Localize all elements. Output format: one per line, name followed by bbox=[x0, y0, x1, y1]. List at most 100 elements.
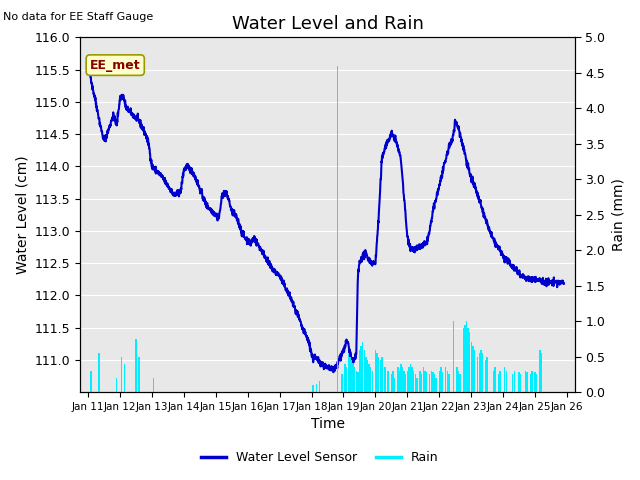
Bar bbox=[380, 360, 381, 392]
Bar bbox=[536, 374, 538, 392]
Bar bbox=[458, 371, 459, 392]
Bar bbox=[432, 372, 434, 392]
Bar bbox=[512, 374, 513, 392]
Bar bbox=[424, 371, 426, 392]
Bar bbox=[378, 357, 380, 392]
Bar bbox=[485, 360, 486, 392]
Text: EE_met: EE_met bbox=[90, 59, 141, 72]
Bar bbox=[374, 349, 376, 392]
Bar bbox=[498, 374, 499, 392]
Bar bbox=[495, 367, 496, 392]
Bar bbox=[397, 367, 399, 392]
Bar bbox=[527, 372, 528, 392]
Bar bbox=[438, 371, 440, 392]
Bar bbox=[403, 371, 405, 392]
Bar bbox=[453, 321, 454, 392]
Bar bbox=[534, 372, 536, 392]
Bar bbox=[400, 364, 402, 392]
Bar bbox=[387, 371, 389, 392]
Bar bbox=[448, 374, 450, 392]
Bar bbox=[344, 364, 346, 392]
Bar bbox=[356, 371, 357, 392]
Bar bbox=[434, 374, 435, 392]
Bar bbox=[469, 332, 470, 392]
Bar bbox=[442, 372, 444, 392]
Bar bbox=[460, 374, 461, 392]
Bar bbox=[456, 367, 458, 392]
Bar bbox=[348, 353, 349, 392]
Bar bbox=[341, 374, 342, 392]
Bar bbox=[529, 374, 531, 392]
Bar bbox=[486, 357, 488, 392]
Bar bbox=[474, 349, 475, 392]
Bar bbox=[413, 371, 415, 392]
Bar bbox=[447, 371, 448, 392]
Bar bbox=[371, 371, 373, 392]
Bar bbox=[429, 374, 431, 392]
Bar bbox=[394, 378, 396, 392]
Y-axis label: Water Level (cm): Water Level (cm) bbox=[15, 156, 29, 274]
X-axis label: Time: Time bbox=[310, 418, 344, 432]
Bar bbox=[408, 367, 410, 392]
Text: No data for EE Staff Gauge: No data for EE Staff Gauge bbox=[3, 12, 154, 22]
Bar bbox=[422, 367, 424, 392]
Bar bbox=[384, 367, 386, 392]
Bar bbox=[504, 367, 506, 392]
Bar bbox=[435, 378, 437, 392]
Bar bbox=[410, 364, 412, 392]
Bar bbox=[392, 371, 394, 392]
Bar bbox=[464, 324, 465, 392]
Bar bbox=[539, 349, 541, 392]
Bar bbox=[399, 371, 400, 392]
Legend: Water Level Sensor, Rain: Water Level Sensor, Rain bbox=[196, 446, 444, 469]
Bar bbox=[153, 378, 154, 392]
Bar bbox=[499, 371, 500, 392]
Bar bbox=[351, 360, 352, 392]
Bar bbox=[390, 374, 392, 392]
Bar bbox=[405, 374, 406, 392]
Bar bbox=[412, 367, 413, 392]
Bar bbox=[419, 371, 421, 392]
Bar bbox=[520, 374, 522, 392]
Bar bbox=[426, 372, 428, 392]
Bar bbox=[362, 342, 364, 392]
Bar bbox=[135, 339, 136, 392]
Bar bbox=[445, 367, 447, 392]
Bar bbox=[124, 364, 125, 392]
Bar bbox=[319, 382, 320, 392]
Bar bbox=[531, 371, 532, 392]
Bar bbox=[482, 353, 483, 392]
Bar bbox=[416, 378, 418, 392]
Bar bbox=[312, 385, 314, 392]
Bar bbox=[518, 372, 520, 392]
Bar bbox=[421, 374, 422, 392]
Bar bbox=[470, 342, 472, 392]
Bar bbox=[357, 372, 358, 392]
Bar bbox=[479, 353, 480, 392]
Bar bbox=[541, 353, 542, 392]
Bar bbox=[365, 357, 367, 392]
Bar bbox=[337, 66, 339, 392]
Bar bbox=[525, 371, 526, 392]
Bar bbox=[477, 357, 478, 392]
Bar bbox=[472, 346, 474, 392]
Bar bbox=[359, 349, 360, 392]
Bar bbox=[514, 371, 515, 392]
Bar bbox=[121, 357, 122, 392]
Bar bbox=[402, 367, 403, 392]
Bar bbox=[480, 349, 481, 392]
Bar bbox=[506, 371, 507, 392]
Bar bbox=[367, 360, 368, 392]
Bar bbox=[493, 371, 494, 392]
Y-axis label: Rain (mm): Rain (mm) bbox=[611, 178, 625, 251]
Bar bbox=[364, 349, 365, 392]
Bar bbox=[116, 378, 118, 392]
Bar bbox=[415, 374, 416, 392]
Bar bbox=[316, 384, 317, 392]
Bar bbox=[431, 371, 432, 392]
Bar bbox=[463, 328, 464, 392]
Bar bbox=[440, 367, 442, 392]
Bar bbox=[369, 364, 370, 392]
Bar bbox=[406, 371, 408, 392]
Bar bbox=[360, 346, 362, 392]
